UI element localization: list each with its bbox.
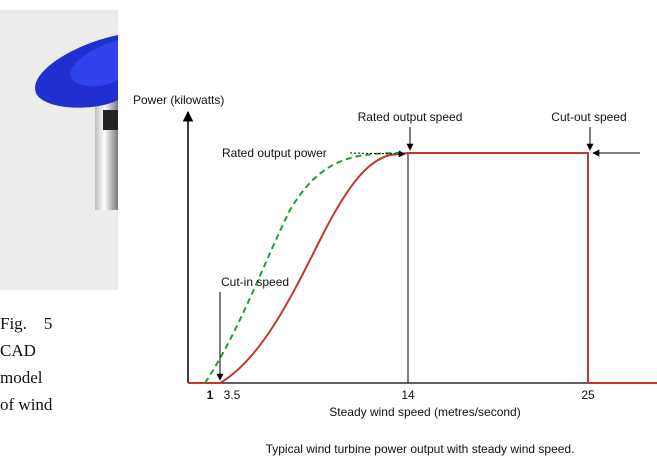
caption-line: Fig. 5 [0,314,52,333]
x-tick-label: 3.5 [224,388,241,402]
x-tick-label: 1 [207,388,214,402]
annotation: Rated output speed [358,110,463,124]
ideal-curve [205,153,400,383]
power-curve-figure: Power (kilowatts) Rated output speed Cut… [133,93,657,456]
caption-line: model [0,368,43,387]
cad-image [0,10,118,290]
y-axis-label: Power (kilowatts) [133,93,224,107]
figure-caption: Fig. 5 CAD model of wind [0,314,53,414]
chart-caption: Typical wind turbine power output with s… [266,442,575,456]
power-curve [188,153,657,383]
caption-line: of wind [0,395,53,414]
caption-line: CAD [0,341,36,360]
page-canvas: Fig. 5 CAD model of wind Power (kilowatt… [0,0,657,459]
annotation: Cut-out speed [551,110,626,124]
page: Fig. 5 CAD model of wind Power (kilowatt… [0,0,657,459]
x-tick-label: 25 [581,388,595,402]
x-tick-label: 14 [401,388,415,402]
annotation: Cut-in speed [221,275,289,289]
x-axis-label: Steady wind speed (metres/second) [329,405,520,419]
annotation: Rated output power [222,146,327,160]
